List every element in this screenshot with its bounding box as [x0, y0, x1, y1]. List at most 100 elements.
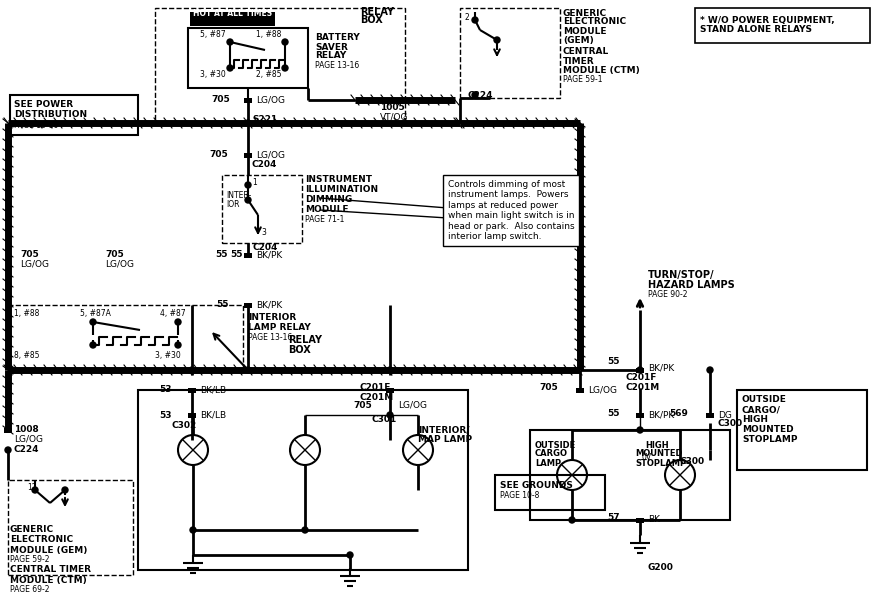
Circle shape [471, 17, 478, 23]
Text: 55: 55 [216, 300, 229, 310]
Text: HAZARD LAMPS: HAZARD LAMPS [647, 280, 734, 290]
Text: LG/OG: LG/OG [255, 95, 284, 105]
Text: MODULE: MODULE [563, 26, 606, 35]
Text: BK: BK [647, 515, 659, 524]
Bar [138, 390, 467, 570]
Circle shape [706, 367, 712, 373]
Text: ELECTRONIC: ELECTRONIC [563, 18, 625, 26]
Text: 12: 12 [27, 483, 37, 493]
Bar [385, 388, 393, 393]
Bar [8, 480, 133, 575]
Text: C204: C204 [252, 160, 277, 170]
Text: BOX: BOX [360, 15, 382, 25]
Bar [188, 388, 196, 393]
Circle shape [386, 367, 392, 373]
Text: RELAY: RELAY [288, 335, 321, 345]
Text: LG/OG: LG/OG [104, 259, 133, 269]
Text: C302: C302 [172, 420, 197, 430]
Text: 8, #85: 8, #85 [14, 351, 40, 360]
Text: ELECTRONIC: ELECTRONIC [10, 536, 73, 545]
Text: 3, #30: 3, #30 [200, 70, 226, 80]
Text: HOT AT ALL TIMES: HOT AT ALL TIMES [193, 9, 272, 18]
Circle shape [227, 39, 233, 45]
Circle shape [386, 412, 392, 418]
Bar [190, 12, 275, 26]
Text: C301: C301 [371, 416, 397, 425]
Circle shape [282, 39, 288, 45]
Text: C201F: C201F [360, 384, 391, 392]
Bar [222, 175, 302, 243]
Bar [736, 390, 866, 470]
Bar [244, 98, 252, 103]
Circle shape [90, 342, 96, 348]
Text: DISTRIBUTION: DISTRIBUTION [14, 111, 87, 119]
Text: ILLUMINATION: ILLUMINATION [305, 185, 378, 195]
Circle shape [245, 182, 251, 188]
Circle shape [637, 367, 643, 373]
Circle shape [245, 120, 251, 126]
Text: * W/O POWER EQUIPMENT,: * W/O POWER EQUIPMENT, [699, 15, 834, 24]
Text: C201F: C201F [625, 373, 657, 382]
Text: 705: 705 [209, 151, 227, 160]
Bar [244, 153, 252, 158]
Text: RELAY: RELAY [360, 7, 393, 17]
Bar [188, 28, 307, 88]
Text: 53: 53 [159, 386, 172, 395]
Text: SEE GROUNDS: SEE GROUNDS [500, 480, 572, 490]
Text: 57: 57 [607, 513, 619, 523]
Text: C224: C224 [14, 446, 40, 455]
Text: 1: 1 [252, 179, 256, 187]
Text: LG/OG: LG/OG [14, 435, 43, 444]
Circle shape [90, 319, 96, 325]
Circle shape [471, 92, 478, 98]
Bar [459, 8, 559, 98]
Text: TIMER: TIMER [563, 56, 594, 65]
Text: HIGH: HIGH [644, 441, 668, 449]
Circle shape [282, 65, 288, 71]
Text: SEE POWER: SEE POWER [14, 100, 73, 110]
Text: PAGE 71-1: PAGE 71-1 [305, 215, 344, 225]
Text: CARGO/: CARGO/ [741, 406, 780, 414]
Circle shape [493, 37, 500, 43]
Text: 1, #88: 1, #88 [255, 31, 281, 40]
Bar [10, 95, 138, 135]
Text: 705: 705 [20, 250, 39, 259]
Text: INTERIOR: INTERIOR [248, 313, 296, 323]
Text: OUTSIDE: OUTSIDE [535, 441, 576, 449]
Text: C201M: C201M [360, 392, 394, 401]
Circle shape [5, 447, 11, 453]
Text: LG/OG: LG/OG [20, 259, 49, 269]
Circle shape [190, 527, 196, 533]
Text: BK/LB: BK/LB [200, 386, 226, 395]
Text: 569: 569 [668, 408, 687, 417]
Text: PAGE 13-16: PAGE 13-16 [248, 334, 291, 343]
Circle shape [302, 527, 307, 533]
Text: TURN/STOP/: TURN/STOP/ [647, 270, 714, 280]
Text: 705: 705 [211, 95, 230, 105]
Text: CENTRAL TIMER: CENTRAL TIMER [10, 565, 91, 575]
Text: GENERIC: GENERIC [10, 526, 54, 534]
Text: G200: G200 [647, 564, 673, 572]
Text: LG/OG: LG/OG [255, 151, 284, 160]
Bar [636, 368, 644, 373]
Text: PAGE 13-16: PAGE 13-16 [314, 61, 359, 70]
Text: 2: 2 [464, 13, 469, 23]
Text: C300: C300 [680, 458, 704, 466]
Bar [636, 413, 644, 418]
Text: INTERIOR/: INTERIOR/ [418, 425, 469, 435]
Circle shape [347, 552, 353, 558]
Text: LAMP RELAY: LAMP RELAY [248, 324, 311, 332]
Text: 3: 3 [261, 228, 265, 237]
Text: (GEM): (GEM) [563, 35, 593, 45]
Text: RELAY: RELAY [314, 51, 346, 61]
Text: 4, #87: 4, #87 [160, 310, 185, 318]
Text: 705: 705 [353, 400, 371, 409]
Bar [155, 8, 405, 123]
Text: PAGE 10-8: PAGE 10-8 [500, 491, 539, 501]
Circle shape [175, 342, 181, 348]
Text: INTER-: INTER- [226, 192, 251, 201]
Text: SAVER: SAVER [314, 42, 348, 51]
Text: DG: DG [717, 411, 731, 419]
Text: STOPLAMP: STOPLAMP [741, 436, 796, 444]
Text: INSTRUMENT: INSTRUMENT [305, 176, 371, 184]
